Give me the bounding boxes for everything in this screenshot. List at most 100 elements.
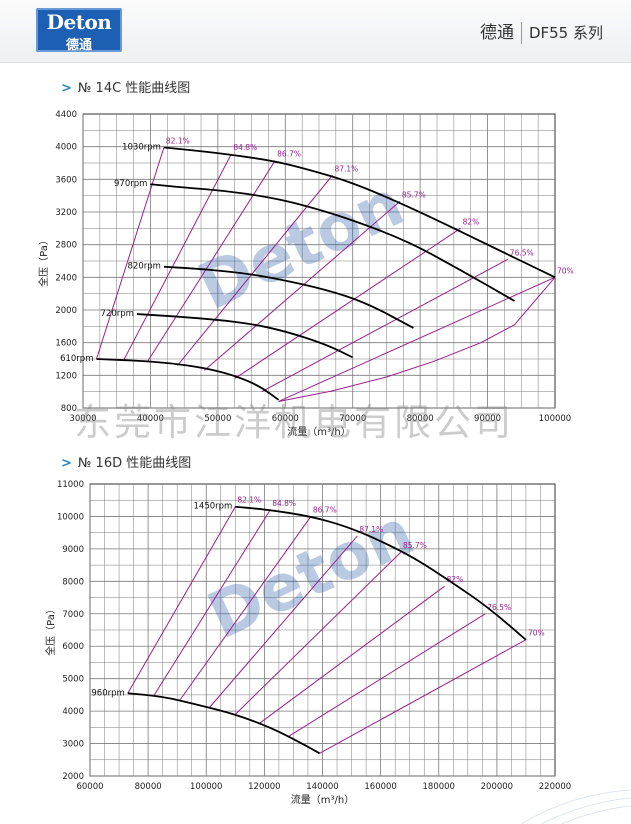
- rpm-label: 1450rpm: [194, 502, 233, 512]
- efficiency-line: [153, 509, 271, 696]
- y-tick-label: 5000: [62, 675, 84, 685]
- logo-text-cn: 德通: [65, 38, 92, 53]
- efficiency-line: [123, 153, 232, 361]
- x-tick-label: 40000: [137, 414, 164, 424]
- rpm-label: 820rpm: [128, 262, 161, 272]
- rpm-curve: [163, 146, 556, 279]
- efficiency-label: 84.8%: [233, 143, 257, 152]
- x-tick-label: 200000: [481, 782, 513, 792]
- deton-logo: Deton 德通: [36, 8, 122, 53]
- company-watermark: 东莞市江洋机电有限公司: [74, 401, 514, 444]
- y-tick-label: 4000: [62, 707, 84, 717]
- efficiency-label: 82.1%: [237, 496, 261, 505]
- y-axis-label: 全压（Pa）: [44, 604, 57, 656]
- efficiency-label: 86.7%: [277, 150, 301, 159]
- rpm-curve: [150, 183, 515, 302]
- efficiency-label: 87.1%: [334, 164, 358, 173]
- y-tick-label: 11000: [57, 480, 84, 490]
- efficiency-label: 70%: [528, 629, 545, 638]
- section-title-text: № 16D 性能曲线图: [77, 456, 192, 471]
- efficiency-line: [96, 147, 165, 360]
- chart-14c: 30000 40000 50000 60000 70000 80000 90000 10000…: [37, 110, 574, 438]
- x-tick-label: 160000: [364, 782, 396, 792]
- y-tick-label: 3600: [55, 175, 77, 185]
- section-arrow-icon: >: [61, 456, 72, 471]
- y-tick-label: 4000: [55, 143, 77, 153]
- section-arrow-icon: >: [61, 81, 72, 96]
- efficiency-label: 86.7%: [313, 505, 337, 514]
- efficiency-line: [234, 551, 402, 715]
- efficiency-label: 84.8%: [272, 499, 296, 508]
- y-tick-label: 7000: [62, 610, 84, 620]
- x-tick-label: 80000: [407, 414, 434, 424]
- x-tick-label: 100000: [539, 414, 571, 424]
- rpm-curve: [96, 358, 280, 401]
- efficiency-line: [234, 227, 461, 380]
- efficiency-label: 82.1%: [166, 136, 190, 145]
- y-tick-label: 2000: [62, 772, 84, 782]
- y-tick-label: 2000: [55, 306, 77, 316]
- efficiency-label: 70%: [557, 266, 574, 275]
- y-tick-label: 6000: [62, 642, 84, 652]
- y-tick-label: 3000: [62, 740, 84, 750]
- rpm-label: 970rpm: [114, 179, 147, 189]
- efficiency-line: [258, 585, 445, 725]
- x-tick-label: 220000: [539, 782, 571, 792]
- efficiency-label: 85.7%: [402, 190, 426, 199]
- efficiency-line: [319, 639, 527, 754]
- x-tick-label: 180000: [423, 782, 455, 792]
- min-efficiency-line: [278, 277, 556, 402]
- y-tick-label: 10000: [57, 512, 84, 522]
- x-tick-label: 90000: [474, 414, 501, 424]
- efficiency-line: [287, 613, 486, 738]
- efficiency-label: 85.7%: [403, 541, 427, 550]
- y-tick-label: 800: [61, 404, 77, 414]
- rpm-label: 720rpm: [101, 309, 134, 319]
- x-tick-label: 80000: [135, 782, 162, 792]
- y-tick-label: 1600: [55, 339, 77, 349]
- chart-16d: 60000 80000 100000 120000 140000 160000 180000…: [44, 480, 571, 806]
- brand-name: 德通: [479, 23, 514, 43]
- y-tick-label: 1200: [55, 371, 77, 381]
- x-axis-label: 流量（m³/h）: [287, 425, 350, 438]
- y-tick-label: 2800: [55, 241, 77, 251]
- x-tick-label: 70000: [339, 414, 366, 424]
- efficiency-line: [127, 506, 236, 694]
- efficiency-line: [261, 258, 509, 393]
- logo-text-en: Deton: [46, 10, 112, 34]
- corner-decoration: [520, 789, 631, 824]
- efficiency-label: 82%: [447, 575, 464, 584]
- rpm-label: 1030rpm: [122, 142, 161, 152]
- section-title-text: № 14C 性能曲线图: [77, 81, 191, 96]
- y-tick-label: 4400: [55, 110, 77, 120]
- rpm-curve: [235, 505, 527, 641]
- page-header: Deton 德通 德通 DF55 系列: [0, 0, 631, 63]
- rpm-label: 610rpm: [60, 354, 93, 364]
- efficiency-line: [179, 516, 312, 701]
- x-tick-label: 100000: [190, 782, 222, 792]
- x-tick-label: 50000: [204, 414, 231, 424]
- x-tick-label: 120000: [248, 782, 280, 792]
- rpm-curve: [136, 313, 354, 359]
- y-tick-label: 3200: [55, 208, 77, 218]
- efficiency-label: 87.1%: [359, 525, 383, 534]
- x-tick-label: 30000: [69, 414, 96, 424]
- y-axis-label: 全压（Pa）: [37, 235, 50, 287]
- x-tick-label: 60000: [272, 414, 299, 424]
- efficiency-line: [208, 535, 358, 709]
- y-tick-label: 8000: [62, 577, 84, 587]
- y-tick-label: 2400: [55, 273, 77, 283]
- rpm-curve: [163, 265, 414, 329]
- efficiency-label: 76.5%: [510, 248, 534, 257]
- efficiency-label: 76.5%: [487, 603, 511, 612]
- efficiency-label: 82%: [463, 217, 480, 226]
- x-tick-label: 60000: [76, 782, 103, 792]
- y-tick-label: 9000: [62, 545, 84, 555]
- section-title-14c: > № 14C 性能曲线图: [61, 77, 190, 96]
- brand-block: 德通 DF55 系列: [480, 18, 603, 44]
- rpm-label: 960rpm: [91, 688, 124, 698]
- x-tick-label: 140000: [306, 782, 338, 792]
- brand-divider: [520, 22, 522, 44]
- x-axis-label: 流量（m³/h）: [291, 793, 354, 806]
- rpm-curve: [127, 692, 321, 755]
